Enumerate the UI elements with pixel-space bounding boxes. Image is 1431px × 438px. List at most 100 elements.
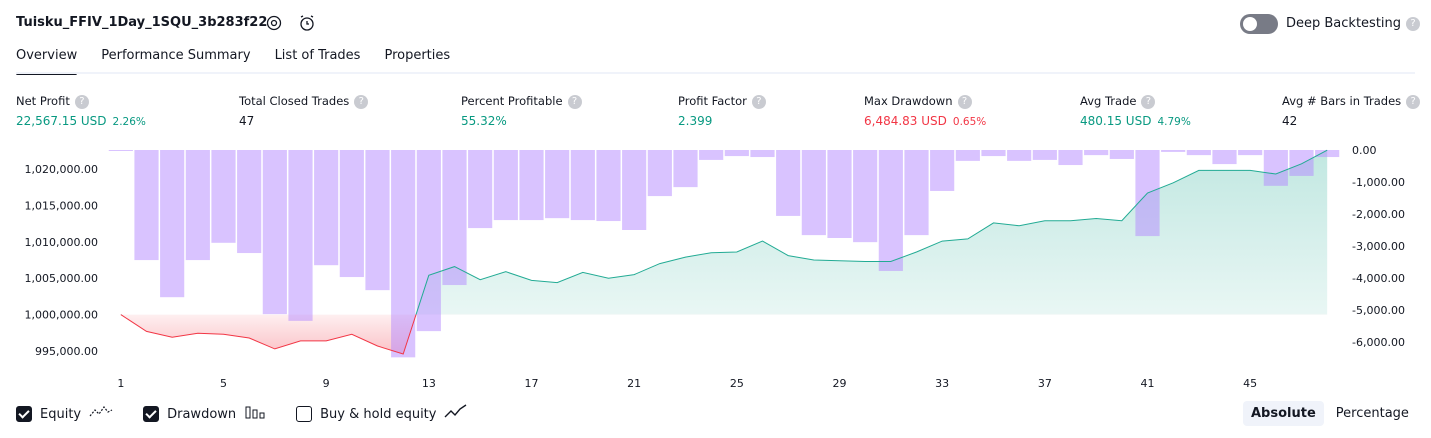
y-tick-label: 1,005,000.00 xyxy=(25,272,98,285)
metric-label-text: Max Drawdown xyxy=(864,94,953,108)
drawdown-bar xyxy=(724,150,749,157)
metric-label: Profit Factor? xyxy=(678,94,766,109)
legend-label: Buy & hold equity xyxy=(320,406,437,422)
metric-value: 2.399 xyxy=(678,114,713,128)
metric-value-row: 6,484.83 USD 0.65% xyxy=(864,114,986,128)
metric-label-text: Avg # Bars in Trades xyxy=(1282,94,1402,108)
help-icon[interactable]: ? xyxy=(957,95,972,109)
drawdown-bar xyxy=(827,150,852,238)
metric-value-row: 42 xyxy=(1282,114,1420,128)
drawdown-bar xyxy=(1032,150,1057,160)
legend-item[interactable]: Equity xyxy=(16,404,113,424)
tab[interactable]: List of Trades xyxy=(274,48,361,63)
strategy-title: Tuisku_FFIV_1Day_1SQU_3b283f22 xyxy=(16,15,268,30)
legend-icon xyxy=(244,404,266,424)
legend-item[interactable]: Drawdown xyxy=(143,404,266,424)
metric: Percent Profitable? 55.32% xyxy=(461,94,582,128)
legend-item[interactable]: Buy & hold equity xyxy=(296,404,468,424)
metric: Max Drawdown? 6,484.83 USD 0.65% xyxy=(864,94,986,128)
drawdown-bar xyxy=(673,150,698,188)
icon xyxy=(89,406,113,417)
drawdown-bar xyxy=(211,150,236,243)
metric-label-text: Total Closed Trades xyxy=(239,94,350,108)
metric-label: Avg Trade? xyxy=(1080,94,1191,109)
legend-label: Drawdown xyxy=(167,406,237,422)
drawdown-bar xyxy=(519,150,544,221)
metric-label: Net Profit? xyxy=(16,94,146,109)
scale-mode-button[interactable]: Absolute xyxy=(1243,401,1324,426)
x-tick-label: 17 xyxy=(525,377,539,390)
drawdown-bar xyxy=(750,150,775,158)
drawdown-bar xyxy=(981,150,1006,157)
y2-tick-label: -6,000.00 xyxy=(1352,336,1405,349)
settings-icon[interactable] xyxy=(265,14,283,32)
help-icon[interactable]: ? xyxy=(1406,95,1421,109)
x-tick-label: 29 xyxy=(833,377,847,390)
legend: Equity Drawdown Buy & hold equity xyxy=(16,404,468,424)
metric-value-row: 2.399 xyxy=(678,114,766,128)
metric-value-row: 22,567.15 USD 2.26% xyxy=(16,114,146,128)
metric-value: 47 xyxy=(239,114,255,128)
tab[interactable]: Performance Summary xyxy=(101,48,251,63)
scale-mode-button[interactable]: Percentage xyxy=(1335,406,1409,421)
metric: Avg Trade? 480.15 USD 4.79% xyxy=(1080,94,1191,128)
drawdown-bar xyxy=(1263,150,1288,186)
alert-icon[interactable] xyxy=(298,14,316,32)
metric-label: Percent Profitable? xyxy=(461,94,582,109)
drawdown-bar xyxy=(339,150,364,278)
drawdown-bar xyxy=(314,150,339,266)
y2-tick-label: -4,000.00 xyxy=(1352,272,1405,285)
x-tick-label: 41 xyxy=(1141,377,1155,390)
x-tick-label: 33 xyxy=(935,377,949,390)
checkbox[interactable] xyxy=(16,406,32,422)
tabs: Overview Performance Summary List of Trade… xyxy=(16,48,450,75)
drawdown-bar xyxy=(545,150,570,219)
metric-value-row: 480.15 USD 4.79% xyxy=(1080,114,1191,128)
help-icon[interactable]: ? xyxy=(567,95,582,109)
drawdown-bar xyxy=(853,150,878,243)
deep-backtesting-toggle[interactable] xyxy=(1240,14,1278,34)
metric-label-text: Net Profit xyxy=(16,94,70,108)
chart: 995,000.00 1,000,000.00 1,005,000.00 1,010,… xyxy=(25,144,1405,390)
metric-percent: 0.65% xyxy=(952,116,987,128)
drawdown-bar xyxy=(622,150,647,230)
drawdown-bar xyxy=(1084,150,1109,156)
metric-label-text: Percent Profitable xyxy=(461,94,563,108)
y2-tick-label: -2,000.00 xyxy=(1352,208,1405,221)
drawdown-bar xyxy=(365,150,390,291)
legend-icon xyxy=(89,404,113,424)
help-icon[interactable]: ? xyxy=(751,95,766,109)
x-tick-label: 21 xyxy=(627,377,641,390)
help-icon[interactable]: ? xyxy=(1141,95,1156,109)
drawdown-bar xyxy=(108,150,133,151)
drawdown-bar xyxy=(1109,150,1134,159)
drawdown-bar xyxy=(930,150,955,191)
metric: Profit Factor? 2.399 xyxy=(678,94,766,128)
drawdown-bar xyxy=(904,150,929,236)
y-tick-label: 995,000.00 xyxy=(35,345,98,358)
drawdown-bar xyxy=(596,150,621,222)
metric-value: 42 xyxy=(1282,114,1298,128)
metric-percent: 2.26% xyxy=(112,116,146,128)
y-tick-label: 1,020,000.00 xyxy=(25,163,98,176)
checkbox[interactable] xyxy=(296,406,313,422)
y2-tick-label: -1,000.00 xyxy=(1352,176,1405,189)
legend-icon xyxy=(444,404,468,424)
drawdown-bar xyxy=(1161,150,1186,152)
x-tick-label: 1 xyxy=(117,377,124,390)
drawdown-bar xyxy=(1007,150,1032,161)
metric-label: Total Closed Trades? xyxy=(239,94,369,109)
drawdown-bar xyxy=(699,150,724,160)
icon xyxy=(245,406,265,419)
help-icon[interactable]: ? xyxy=(1406,17,1421,31)
help-icon[interactable]: ? xyxy=(354,95,369,109)
drawdown-bar xyxy=(570,150,595,221)
drawdown-bar xyxy=(288,150,313,321)
tab[interactable]: Properties xyxy=(384,48,451,63)
checkbox[interactable] xyxy=(143,406,160,422)
y-tick-label: 1,015,000.00 xyxy=(25,199,98,212)
toggle-text: Deep Backtesting xyxy=(1286,16,1402,31)
help-icon[interactable]: ? xyxy=(74,95,89,109)
tab[interactable]: Overview xyxy=(16,48,78,75)
